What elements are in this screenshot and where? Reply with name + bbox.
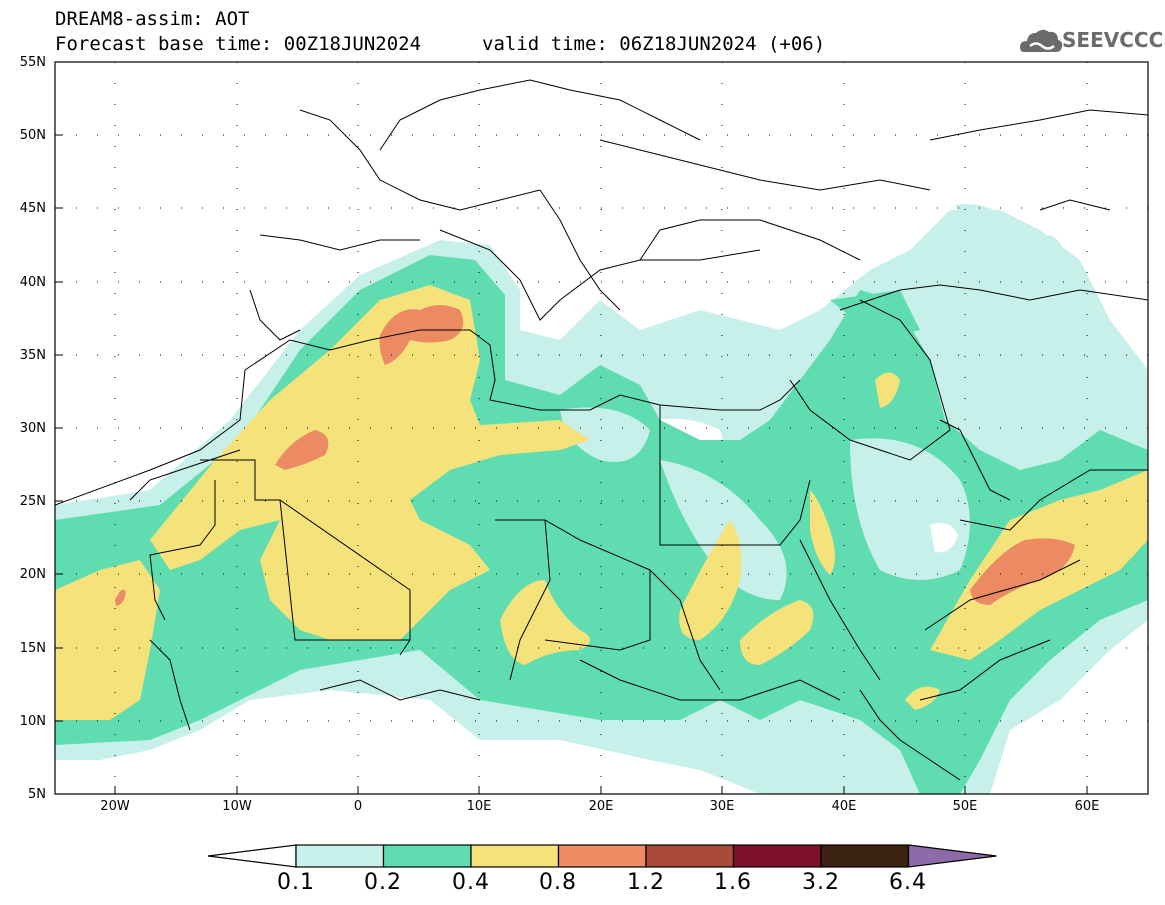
lon-label-60e: 60E [1074,799,1100,814]
aot-level-0-4-iraq [875,372,900,408]
lon-label-20w: 20W [100,799,130,814]
aot-level-0-1-caspian [955,204,1064,270]
aot-level-0-4 [150,285,590,640]
lat-lon-grid [55,62,1148,794]
aot-level-0-1-inner [660,460,787,600]
aot-level-0-4-sudan [679,520,742,640]
lat-label-25n: 25N [19,494,46,509]
lat-label-50n: 50N [19,128,46,143]
lon-label-10e: 10E [466,799,492,814]
seevccc-logo-text: SEEVCCC [1062,28,1164,52]
lon-label-20e: 20E [588,799,614,814]
colorbar-label-1-2: 1.2 [627,870,665,895]
aot-level-0-4-ethiopia [740,600,814,665]
lat-label-5n: 5N [28,787,46,802]
lat-label-35n: 35N [19,348,46,363]
lat-label-10n: 10N [19,714,46,729]
colorbar-label-1-6: 1.6 [714,870,752,895]
lat-label-15n: 15N [19,641,46,656]
colorbar-label-0-8: 0.8 [539,870,577,895]
lon-label-50e: 50E [952,799,978,814]
colorbar-label-0-1: 0.1 [277,870,315,895]
lon-label-30e: 30E [709,799,735,814]
colorbar-label-0-2: 0.2 [364,870,402,895]
aot-level-0-1-sahel [560,407,650,462]
colorbar-label-6-4: 6.4 [889,870,927,895]
aot-level-0-2-northeast [830,290,920,340]
aot-level-0-8-mauritania [275,430,329,470]
lon-label-40e: 40E [831,799,857,814]
aot-level-0-8-senegal [115,589,126,606]
aot-level-0-4-yemen [905,686,940,710]
cloud-logo-icon [1020,29,1063,52]
lat-label-45n: 45N [19,201,46,216]
forecast-base-time: Forecast base time: 00Z18JUN2024 [55,33,422,55]
map-title: DREAM8-assim: AOT [55,8,250,30]
lat-label-30n: 30N [19,421,46,436]
aot-level-0-4-redsea [810,490,835,575]
lat-label-40n: 40N [19,275,46,290]
aot-level-0-8-algeria [379,305,464,365]
axis-ticks [55,134,1088,794]
lat-label-55n: 55N [19,55,46,70]
lon-label-10w: 10W [222,799,252,814]
aot-level-0-4-west [55,560,160,720]
valid-time: valid time: 06Z18JUN2024 (+06) [482,33,826,55]
aot-level-0-8-arabia [970,538,1075,605]
lat-label-20n: 20N [19,567,46,582]
aot-clear-area-5 [930,522,958,553]
colorbar-label-0-4: 0.4 [452,870,490,895]
lon-label-0: 0 [353,799,363,814]
aot-level-0-4-chad [500,580,590,665]
colorbar-label-3-2: 3.2 [802,870,840,895]
country-borders [55,79,1148,781]
